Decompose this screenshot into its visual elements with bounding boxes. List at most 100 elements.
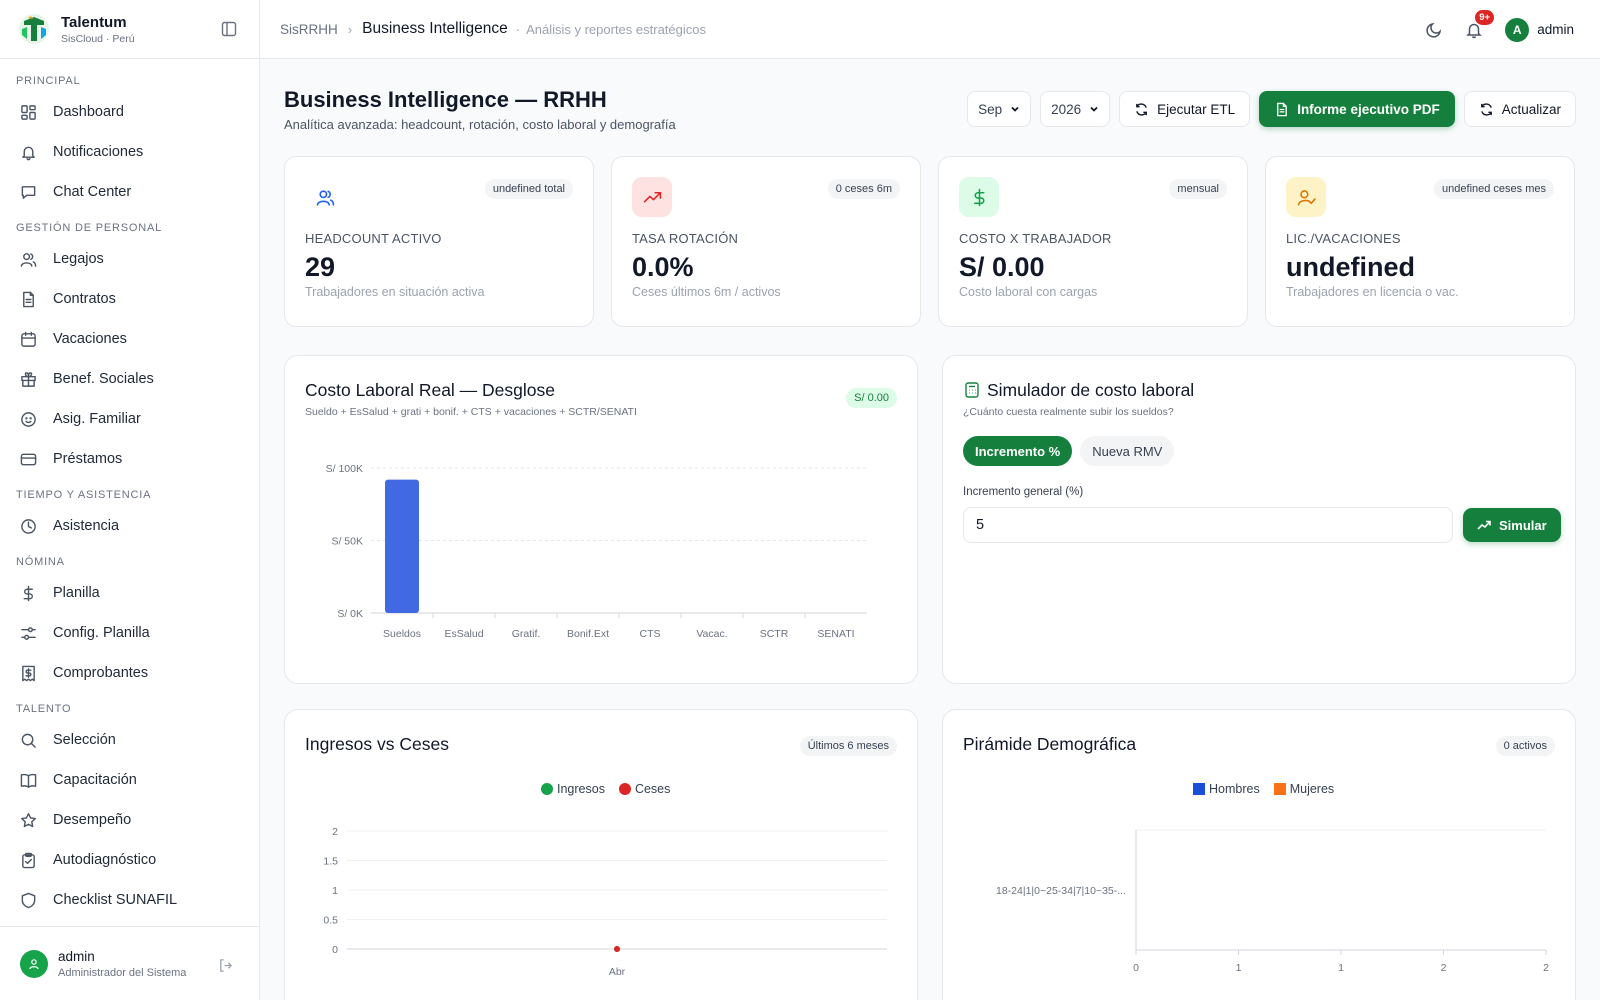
x-tick-label: SENATI: [817, 628, 854, 640]
hires-vs-exits-chart: 0 0.5 1 1.5 2 Abr: [323, 826, 887, 978]
file-icon: [23, 291, 34, 307]
bell-icon: [22, 146, 35, 160]
month-select[interactable]: Sep: [967, 91, 1032, 127]
dark-mode-toggle[interactable]: [1425, 21, 1443, 39]
gift-icon: [21, 371, 36, 387]
nav-section-nomina: NÓMINA: [16, 556, 65, 568]
sidebar-item-label: Contratos: [53, 291, 116, 307]
sidebar-item-notificaciones[interactable]: Notificaciones: [0, 132, 259, 172]
card-title: Costo Laboral Real — Desglose: [305, 380, 555, 400]
refresh-icon: [1480, 102, 1492, 116]
legend-item-mujeres: Mujeres: [1273, 782, 1334, 796]
users-icon: [20, 252, 37, 267]
user-name: admin: [1537, 22, 1574, 37]
refresh-button[interactable]: Actualizar: [1463, 91, 1576, 127]
sidebar-item-config-planilla[interactable]: Config. Planilla: [0, 613, 259, 653]
sidebar-item-label: Dashboard: [53, 104, 124, 120]
x-tick-label: Sueldos: [383, 628, 421, 640]
nav-section-gestion-de-personal: GESTIÓN DE PERSONAL: [16, 222, 163, 234]
kpi-note: Trabajadores en licencia o vac.: [1286, 285, 1459, 299]
clipboard-icon: [22, 852, 35, 868]
footer-user-name: admin: [58, 948, 95, 964]
legend-item-ingresos: Ingresos: [541, 782, 605, 796]
brand-name: Talentum: [61, 13, 127, 31]
x-tick-label: Abr: [609, 966, 626, 978]
avatar[interactable]: [20, 949, 48, 978]
bar-sueldos[interactable]: [385, 479, 419, 613]
run-etl-button[interactable]: Ejecutar ETL: [1119, 91, 1251, 127]
sidebar-item-prestamos[interactable]: Préstamos: [0, 439, 259, 479]
card-icon: [20, 453, 37, 465]
sidebar-item-planilla[interactable]: Planilla: [0, 573, 259, 613]
card-title: Ingresos vs Ceses: [305, 734, 449, 754]
shield-icon: [21, 892, 36, 908]
sidebar-toggle-icon[interactable]: [221, 21, 237, 37]
sidebar-item-comprobantes[interactable]: Comprobantes: [0, 653, 259, 693]
avatar: A: [1505, 17, 1530, 42]
receipt-icon: [22, 665, 35, 681]
sidebar-user: admin Administrador del Sistema: [0, 926, 259, 1000]
year-select[interactable]: 2026: [1040, 91, 1111, 127]
kpi-icon-badge: [632, 177, 672, 217]
kpi-badge: undefined ceses mes: [1434, 179, 1554, 199]
sidebar-item-checklist-sunafil[interactable]: Checklist SUNAFIL: [0, 880, 259, 920]
trending-up-icon: [643, 191, 661, 203]
kpi-icon-badge: [1286, 177, 1326, 217]
trending-up-icon: [1477, 520, 1491, 530]
sidebar-item-label: Checklist SUNAFIL: [53, 892, 178, 908]
logout-icon[interactable]: [218, 958, 233, 973]
increment-input[interactable]: [963, 507, 1453, 543]
active-count-badge: 0 activos: [1495, 736, 1555, 756]
chat-icon: [21, 185, 36, 199]
kpi-badge: 0 ceses 6m: [827, 179, 900, 199]
y-tick-label: S/ 100K: [326, 463, 363, 475]
sidebar-item-legajos[interactable]: Legajos: [0, 239, 259, 279]
sidebar-item-label: Legajos: [53, 251, 104, 267]
user-menu[interactable]: A admin: [1505, 17, 1574, 42]
kpi-label: LIC./VACACIONES: [1286, 231, 1401, 246]
sidebar-item-contratos[interactable]: Contratos: [0, 279, 259, 319]
chevron-down-icon: [1011, 106, 1019, 112]
sidebar-item-benef-sociales[interactable]: Benef. Sociales: [0, 359, 259, 399]
simulate-button[interactable]: Simular: [1463, 508, 1561, 542]
card-title: Simulador de costo laboral: [987, 380, 1195, 400]
sidebar-item-chat-center[interactable]: Chat Center: [0, 172, 259, 212]
kpi-icon-badge: [305, 177, 345, 217]
mode-percent-button[interactable]: Incremento %: [963, 436, 1073, 466]
main-content: Business Intelligence — RRHH Analítica a…: [284, 59, 1576, 327]
sidebar-item-dashboard[interactable]: Dashboard: [0, 92, 259, 132]
kpi-label: HEADCOUNT ACTIVO: [305, 231, 442, 246]
kpi-value: 29: [305, 252, 336, 282]
mode-rmv-button[interactable]: Nueva RMV: [1080, 436, 1175, 466]
breadcrumb-root[interactable]: SisRRHH: [280, 21, 338, 37]
kpi-card-costo-x-trabajador: mensual COSTO X TRABAJADOR S/ 0.00 Costo la…: [938, 156, 1248, 327]
dollar-icon: [23, 585, 33, 601]
sidebar-item-asistencia[interactable]: Asistencia: [0, 506, 259, 546]
executive-pdf-label: Informe ejecutivo PDF: [1297, 101, 1440, 117]
executive-pdf-button[interactable]: Informe ejecutivo PDF: [1259, 91, 1455, 127]
breadcrumb-current: Business Intelligence: [362, 20, 508, 37]
point-ceses[interactable]: [614, 946, 620, 952]
year-value: 2026: [1051, 101, 1082, 117]
cost-simulator-card: Simulador de costo laboral ¿Cuánto cuest…: [942, 355, 1576, 684]
total-cost-badge: S/ 0.00: [846, 388, 897, 408]
simulate-label: Simular: [1499, 517, 1547, 533]
sidebar-item-autodiagnostico[interactable]: Autodiagnóstico: [0, 840, 259, 880]
y-tick-label: 0.5: [323, 915, 338, 927]
sidebar-item-capacitacion[interactable]: Capacitación: [0, 760, 259, 800]
notifications-button[interactable]: 9+: [1465, 9, 1495, 39]
sidebar-item-seleccion[interactable]: Selección: [0, 720, 259, 760]
talentum-logo-icon: [19, 14, 49, 44]
sidebar-item-desempeno[interactable]: Desempeño: [0, 800, 259, 840]
kpi-icon-badge: [959, 177, 999, 217]
star-icon: [21, 812, 36, 827]
kpi-label: TASA ROTACIÓN: [632, 231, 739, 246]
breadcrumb-description: Análisis y reportes estratégicos: [516, 22, 706, 37]
sidebar-item-asig-familiar[interactable]: Asig. Familiar: [0, 399, 259, 439]
nav-section-tiempo-y-asistencia: TIEMPO Y ASISTENCIA: [16, 489, 152, 501]
card-subtitle: Sueldo + EsSalud + grati + bonif. + CTS …: [305, 406, 637, 418]
sliders-icon: [21, 626, 36, 640]
sidebar-item-label: Planilla: [53, 585, 100, 601]
user-icon: [29, 958, 39, 969]
sidebar-item-vacaciones[interactable]: Vacaciones: [0, 319, 259, 359]
